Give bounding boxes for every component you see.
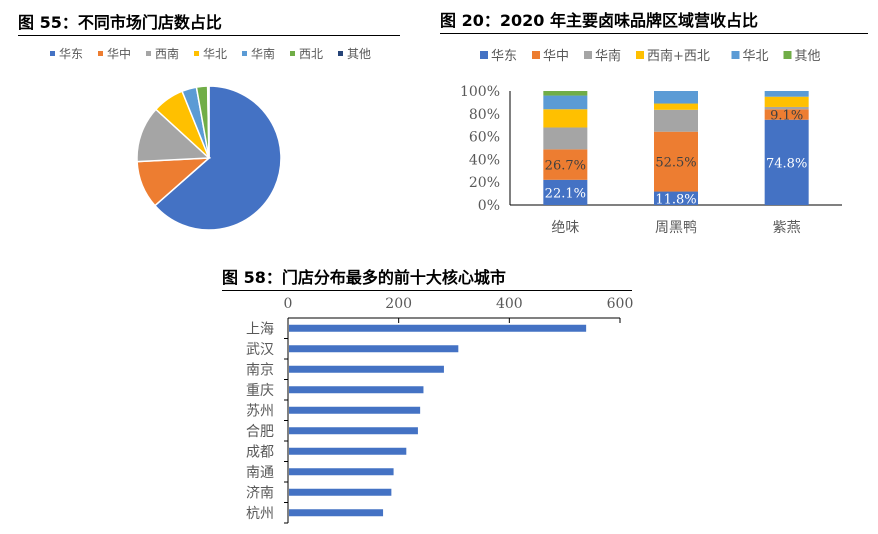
bar-杭州 xyxy=(289,509,384,517)
legend-marker xyxy=(480,51,488,59)
bar-segment-西南+西北 xyxy=(764,96,809,107)
legend-marker xyxy=(532,51,540,59)
bar-成都 xyxy=(289,447,407,455)
bar-segment-华北 xyxy=(543,95,588,110)
y-tick-label: 0% xyxy=(478,198,500,214)
y-tick-label: 60% xyxy=(469,130,500,146)
legend-marker xyxy=(242,51,247,56)
x-tick-label: 400 xyxy=(496,296,523,312)
bar-segment-华北 xyxy=(764,91,809,97)
pie-title: 图 55：不同市场门店数占比 xyxy=(18,9,400,36)
data-label: 52.5% xyxy=(655,156,696,171)
legend-label: 其他 xyxy=(795,49,821,64)
bar-segment-华北 xyxy=(654,91,698,104)
pie-slice-华东 xyxy=(153,85,282,231)
bar-segment-华东 xyxy=(654,191,698,205)
bar-segment-华中 xyxy=(654,131,698,192)
legend-label: 其他 xyxy=(347,47,371,61)
bar-segment-华中 xyxy=(764,109,809,120)
legend-label: 华北 xyxy=(203,47,227,61)
bar-重庆 xyxy=(289,386,424,394)
bar-segment-西南+西北 xyxy=(543,109,588,128)
y-tick-label: 杭州 xyxy=(246,506,274,522)
legend-label: 华南 xyxy=(595,48,621,64)
y-tick-label: 成都 xyxy=(246,444,274,460)
legend-marker xyxy=(194,51,199,56)
bar-segment-华东 xyxy=(543,179,588,205)
legend-marker xyxy=(731,51,740,59)
bar-segment-华南 xyxy=(764,106,809,110)
bar-segment-其他 xyxy=(543,91,588,96)
bar-segment-华中 xyxy=(543,149,588,180)
legend-label: 华东 xyxy=(59,47,83,61)
legend-label: 华中 xyxy=(543,49,569,64)
y-tick-label: 南京 xyxy=(246,362,274,378)
data-label: 9.1% xyxy=(770,109,803,124)
x-tick-label: 200 xyxy=(385,296,412,312)
legend-marker xyxy=(50,51,55,56)
legend-label: 华中 xyxy=(107,46,131,61)
bar-南京 xyxy=(289,365,444,373)
x-tick-label: 紫燕 xyxy=(773,220,801,236)
legend-label: 西南+西北 xyxy=(647,48,710,64)
bar-segment-华东 xyxy=(764,119,809,205)
pie-slice-西南 xyxy=(136,108,211,163)
y-tick-label: 80% xyxy=(469,107,500,123)
x-tick-label: 0 xyxy=(284,296,293,312)
legend-marker xyxy=(146,51,151,56)
y-tick-label: 武汉 xyxy=(246,342,274,358)
data-label: 74.8% xyxy=(766,156,807,171)
legend-marker xyxy=(636,51,644,59)
bar-合肥 xyxy=(289,427,418,435)
legend-label: 华南 xyxy=(251,46,275,61)
hbar-title: 图 58：门店分布最多的前十大核心城市 xyxy=(222,264,632,291)
legend-marker xyxy=(584,51,592,59)
y-tick-label: 苏州 xyxy=(246,403,274,419)
legend-marker xyxy=(290,51,295,56)
bar-segment-西南+西北 xyxy=(654,103,698,110)
legend-marker xyxy=(338,51,343,56)
bar-武汉 xyxy=(289,345,459,353)
y-tick-label: 100% xyxy=(460,84,500,100)
x-tick-label: 绝味 xyxy=(551,220,579,236)
legend-label: 西北 xyxy=(299,47,323,61)
y-tick-label: 40% xyxy=(469,152,500,168)
y-tick-label: 合肥 xyxy=(246,424,274,440)
legend-label: 华东 xyxy=(491,49,517,64)
stacked-title: 图 20：2020 年主要卤味品牌区域营收占比 xyxy=(440,7,868,34)
bar-南通 xyxy=(289,468,394,476)
legend-marker xyxy=(783,51,792,59)
bar-上海 xyxy=(289,324,587,332)
data-label: 22.1% xyxy=(545,186,586,201)
data-label: 11.8% xyxy=(655,192,696,207)
x-tick-label: 600 xyxy=(607,296,634,312)
legend-marker xyxy=(98,51,103,56)
bar-济南 xyxy=(289,488,392,496)
y-tick-label: 南通 xyxy=(246,465,274,481)
legend-label: 华北 xyxy=(743,49,769,64)
legend-label: 西南 xyxy=(155,46,179,61)
y-tick-label: 济南 xyxy=(246,485,274,501)
bar-segment-华南 xyxy=(543,127,588,150)
pie-slice-其他 xyxy=(206,85,210,159)
y-tick-label: 重庆 xyxy=(246,383,274,399)
bar-segment-华南 xyxy=(654,109,698,132)
y-tick-label: 20% xyxy=(469,175,500,191)
y-tick-label: 上海 xyxy=(246,321,274,337)
data-label: 26.7% xyxy=(545,159,586,174)
x-tick-label: 周黑鸭 xyxy=(655,220,697,236)
bar-苏州 xyxy=(289,406,421,414)
